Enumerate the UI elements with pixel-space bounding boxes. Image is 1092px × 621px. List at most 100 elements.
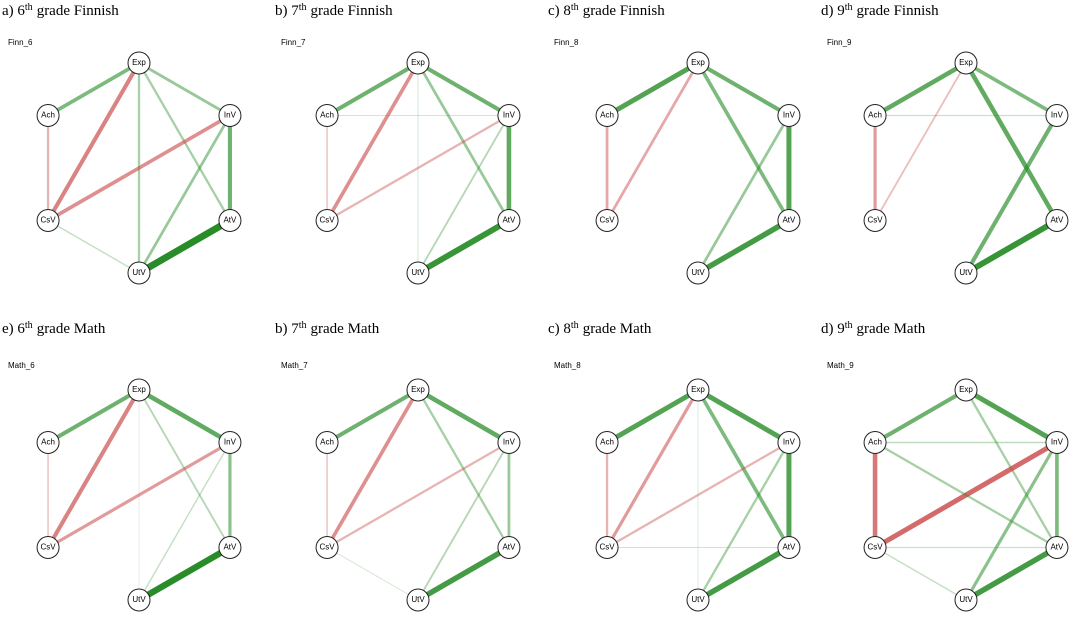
title-rest: grade Finnish — [37, 3, 120, 19]
node — [686, 51, 710, 75]
edge — [605, 388, 700, 550]
panel-label: Finn_6 — [8, 38, 33, 47]
node — [406, 588, 430, 612]
node-label: UtV — [132, 595, 146, 604]
edge — [872, 440, 1060, 550]
node-label: UtV — [132, 268, 146, 277]
edge — [605, 441, 791, 549]
title-sup: th — [571, 320, 579, 331]
title-rest: grade Math — [37, 321, 106, 337]
edge — [415, 217, 512, 276]
node — [127, 51, 151, 75]
node — [36, 104, 60, 127]
edge — [963, 387, 1060, 445]
node-label: InV — [1051, 111, 1064, 120]
panel: c) 8th grade Finnish Finn_8 Exp InV AtV UtV CsV… — [548, 2, 801, 285]
node — [218, 536, 242, 559]
title-rest: grade Math — [857, 321, 926, 337]
node — [777, 536, 801, 559]
node — [954, 51, 978, 75]
edge — [415, 544, 512, 603]
node-label: Ach — [868, 111, 882, 120]
node-label: InV — [224, 111, 237, 120]
node — [686, 588, 710, 612]
title-rest: grade Finnish — [311, 3, 394, 19]
node — [127, 378, 151, 402]
panel-label: Finn_8 — [554, 38, 579, 47]
title-sup: th — [299, 320, 307, 331]
edge — [963, 544, 1060, 603]
node — [218, 431, 242, 454]
title-sup: th — [845, 320, 853, 331]
title-prefix: c) 8 — [548, 321, 571, 337]
edge — [326, 547, 419, 601]
panel: e) 6th grade Math Math_6 Exp InV AtV UtV CsV Ach — [2, 320, 242, 612]
title-sup: th — [571, 2, 579, 13]
edge — [873, 387, 969, 445]
node — [1045, 431, 1069, 454]
edge — [417, 114, 510, 274]
node — [777, 104, 801, 127]
node — [497, 104, 521, 127]
title-rest: grade Math — [311, 321, 380, 337]
node — [315, 536, 339, 559]
edge — [46, 440, 232, 550]
node — [406, 378, 430, 402]
node-label: AtV — [223, 543, 237, 552]
panel-label: Finn_9 — [827, 38, 852, 47]
node-label: UtV — [691, 595, 705, 604]
edge — [874, 546, 967, 601]
edge — [696, 61, 791, 223]
node — [595, 431, 619, 454]
title-sup: th — [845, 2, 853, 13]
edge — [873, 441, 1059, 549]
title-sup: th — [25, 320, 33, 331]
edge — [695, 387, 792, 445]
node — [127, 261, 151, 285]
panel: b) 7th grade Finnish Finn_7 Exp InV AtV UtV CsV… — [275, 2, 521, 285]
panel-title: e) 6th grade Math — [2, 320, 106, 337]
title-rest: grade Math — [583, 321, 652, 337]
node — [497, 536, 521, 559]
panel-label: Finn_7 — [281, 38, 306, 47]
edge — [138, 441, 231, 601]
edge — [46, 113, 232, 223]
node — [36, 431, 60, 454]
title-prefix: d) 9 — [821, 3, 845, 19]
edge — [325, 114, 511, 222]
node-label: AtV — [502, 543, 516, 552]
node-label: AtV — [1050, 216, 1064, 225]
panel-title: a) 6th grade Finnish — [2, 2, 119, 19]
node — [1045, 536, 1069, 559]
node-label: InV — [503, 111, 516, 120]
node — [686, 261, 710, 285]
node-label: AtV — [502, 216, 516, 225]
node — [863, 104, 887, 127]
node-label: Ach — [320, 438, 334, 447]
node-label: CsV — [41, 216, 57, 225]
edge — [874, 62, 967, 222]
edge — [137, 114, 232, 275]
panel-title: c) 8th grade Finnish — [548, 2, 665, 19]
node — [36, 209, 60, 232]
edge — [872, 60, 969, 118]
node — [315, 209, 339, 232]
title-prefix: b) 7 — [275, 3, 299, 19]
panel-label: Math_7 — [281, 361, 308, 370]
node-label: UtV — [411, 268, 425, 277]
title-prefix: b) 7 — [275, 321, 299, 337]
node-label: Exp — [959, 385, 973, 394]
node-label: Ach — [600, 438, 614, 447]
node-label: InV — [224, 438, 237, 447]
edge — [325, 61, 420, 223]
node-label: AtV — [223, 216, 237, 225]
node — [315, 104, 339, 127]
node — [127, 588, 151, 612]
node-label: CsV — [600, 543, 616, 552]
edge — [46, 387, 142, 550]
edge — [964, 61, 1059, 118]
node — [218, 209, 242, 232]
panel: d) 9th grade Finnish Finn_9 Exp InV AtV UtV CsV… — [821, 2, 1069, 285]
node-label: InV — [503, 438, 516, 447]
node-label: AtV — [782, 543, 796, 552]
